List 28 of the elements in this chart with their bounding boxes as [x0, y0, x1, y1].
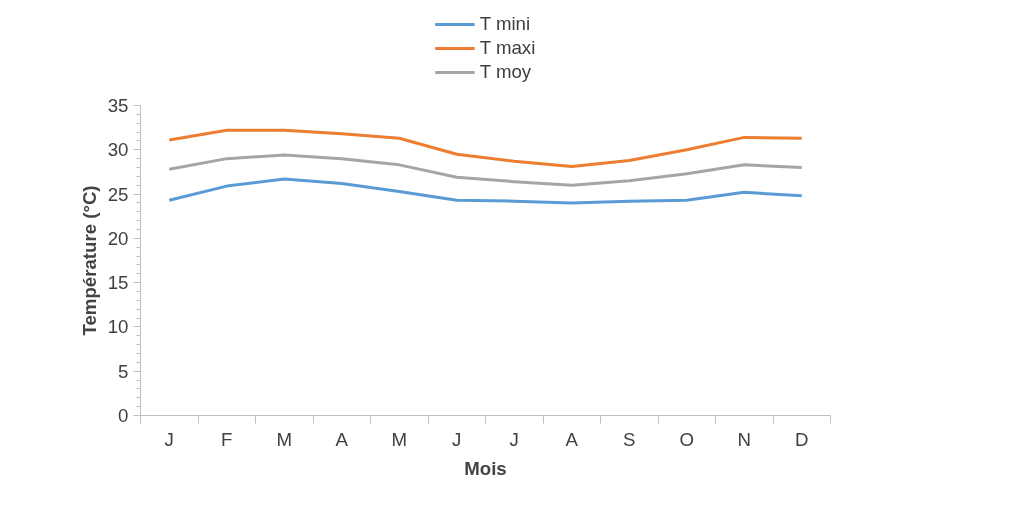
x-tick-label: A [565, 428, 579, 450]
x-tick-label: J [452, 428, 462, 450]
x-tick-label: F [221, 428, 233, 450]
y-tick-label: 25 [107, 183, 129, 205]
y-axis-title: Température (°C) [78, 185, 100, 336]
y-tick-label: 35 [107, 95, 129, 116]
legend-label: T mini [479, 12, 531, 35]
y-tick-label: 30 [107, 139, 129, 161]
y-tick-label: 10 [107, 316, 129, 338]
y-tick-label: 5 [118, 360, 129, 382]
x-tick-label: S [623, 428, 636, 450]
x-tick-label: M [276, 428, 293, 450]
x-tick-label: O [679, 428, 695, 450]
line-series [167, 177, 804, 205]
legend-label: T maxi [479, 36, 536, 59]
x-tick-label: A [335, 428, 349, 450]
x-tick-label: N [737, 428, 751, 450]
x-axis-title: Mois [464, 457, 507, 479]
y-tick-label: 15 [107, 272, 129, 294]
x-tick-label: D [795, 428, 809, 450]
legend-label: T moy [479, 60, 532, 83]
line-series [167, 153, 804, 187]
line-series [167, 128, 804, 169]
x-tick-label: M [391, 428, 408, 450]
x-tick-label: J [509, 428, 519, 450]
x-tick-label: J [164, 428, 174, 450]
y-tick-label: 20 [107, 227, 129, 249]
y-tick-label: 0 [118, 405, 129, 426]
